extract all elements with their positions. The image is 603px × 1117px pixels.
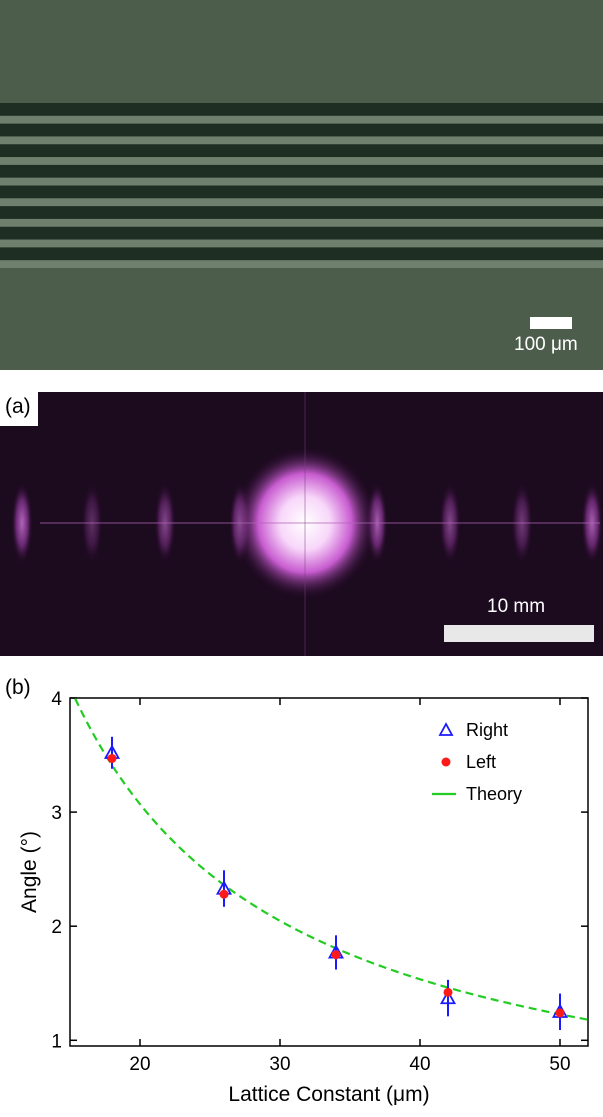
legend-right-label: Right [466, 720, 508, 740]
left-data-point [219, 889, 229, 899]
grating-stripe [0, 164, 603, 178]
legend-left-marker [441, 757, 451, 767]
grating-stripe [0, 103, 603, 116]
grating-stripe [0, 123, 603, 137]
left-data-point [107, 753, 117, 763]
diffraction-pattern [0, 392, 603, 656]
angle-vs-lattice-chart: 20 30 40 50 1 2 3 4 Lattice Constant (μm) Angle (… [18, 689, 589, 1106]
legend-right-marker [438, 722, 454, 736]
y-tick-label: 4 [51, 689, 62, 710]
panel-a-label-box [0, 392, 38, 426]
diffraction-scale-label: 10 mm [487, 596, 546, 617]
grating-stripe [0, 206, 603, 219]
legend-left-label: Left [466, 752, 496, 772]
theory-curve [74, 698, 589, 1021]
grating-stripe [0, 144, 603, 158]
panel-a-label: (a) [5, 395, 31, 418]
plot-content: 20 30 40 50 1 2 3 4 Lattice Constant (μm) Angle (… [18, 689, 589, 1106]
micrograph-scale-label: 100 μm [514, 334, 578, 355]
legend-theory-label: Theory [466, 784, 522, 804]
x-tick-label: 40 [409, 1054, 430, 1075]
left-data-point [443, 987, 453, 997]
y-tick-label: 3 [51, 803, 62, 824]
y-tick-label: 2 [51, 917, 62, 938]
grating-stripe [0, 185, 603, 199]
plot-frame [69, 697, 589, 1047]
grating-micrograph [0, 0, 603, 370]
x-axis-title: Lattice Constant (μm) [228, 1083, 429, 1106]
left-data-point [331, 950, 341, 960]
grating-stripe [0, 226, 603, 240]
y-tick-label: 1 [51, 1031, 62, 1052]
right-data-point [439, 989, 457, 1005]
micrograph-scale-bar [530, 317, 572, 329]
grating-stripes [0, 103, 603, 268]
diffraction-order-spot [11, 481, 33, 565]
y-axis-title: Angle (°) [18, 831, 41, 913]
diffraction-scale-bar [444, 625, 594, 642]
x-tick-label: 50 [549, 1054, 570, 1075]
left-data-point [555, 1008, 565, 1018]
x-tick-label: 20 [129, 1054, 150, 1075]
panel-b-label: (b) [5, 676, 31, 699]
x-tick-label: 30 [269, 1054, 290, 1075]
grating-stripe [0, 247, 603, 261]
